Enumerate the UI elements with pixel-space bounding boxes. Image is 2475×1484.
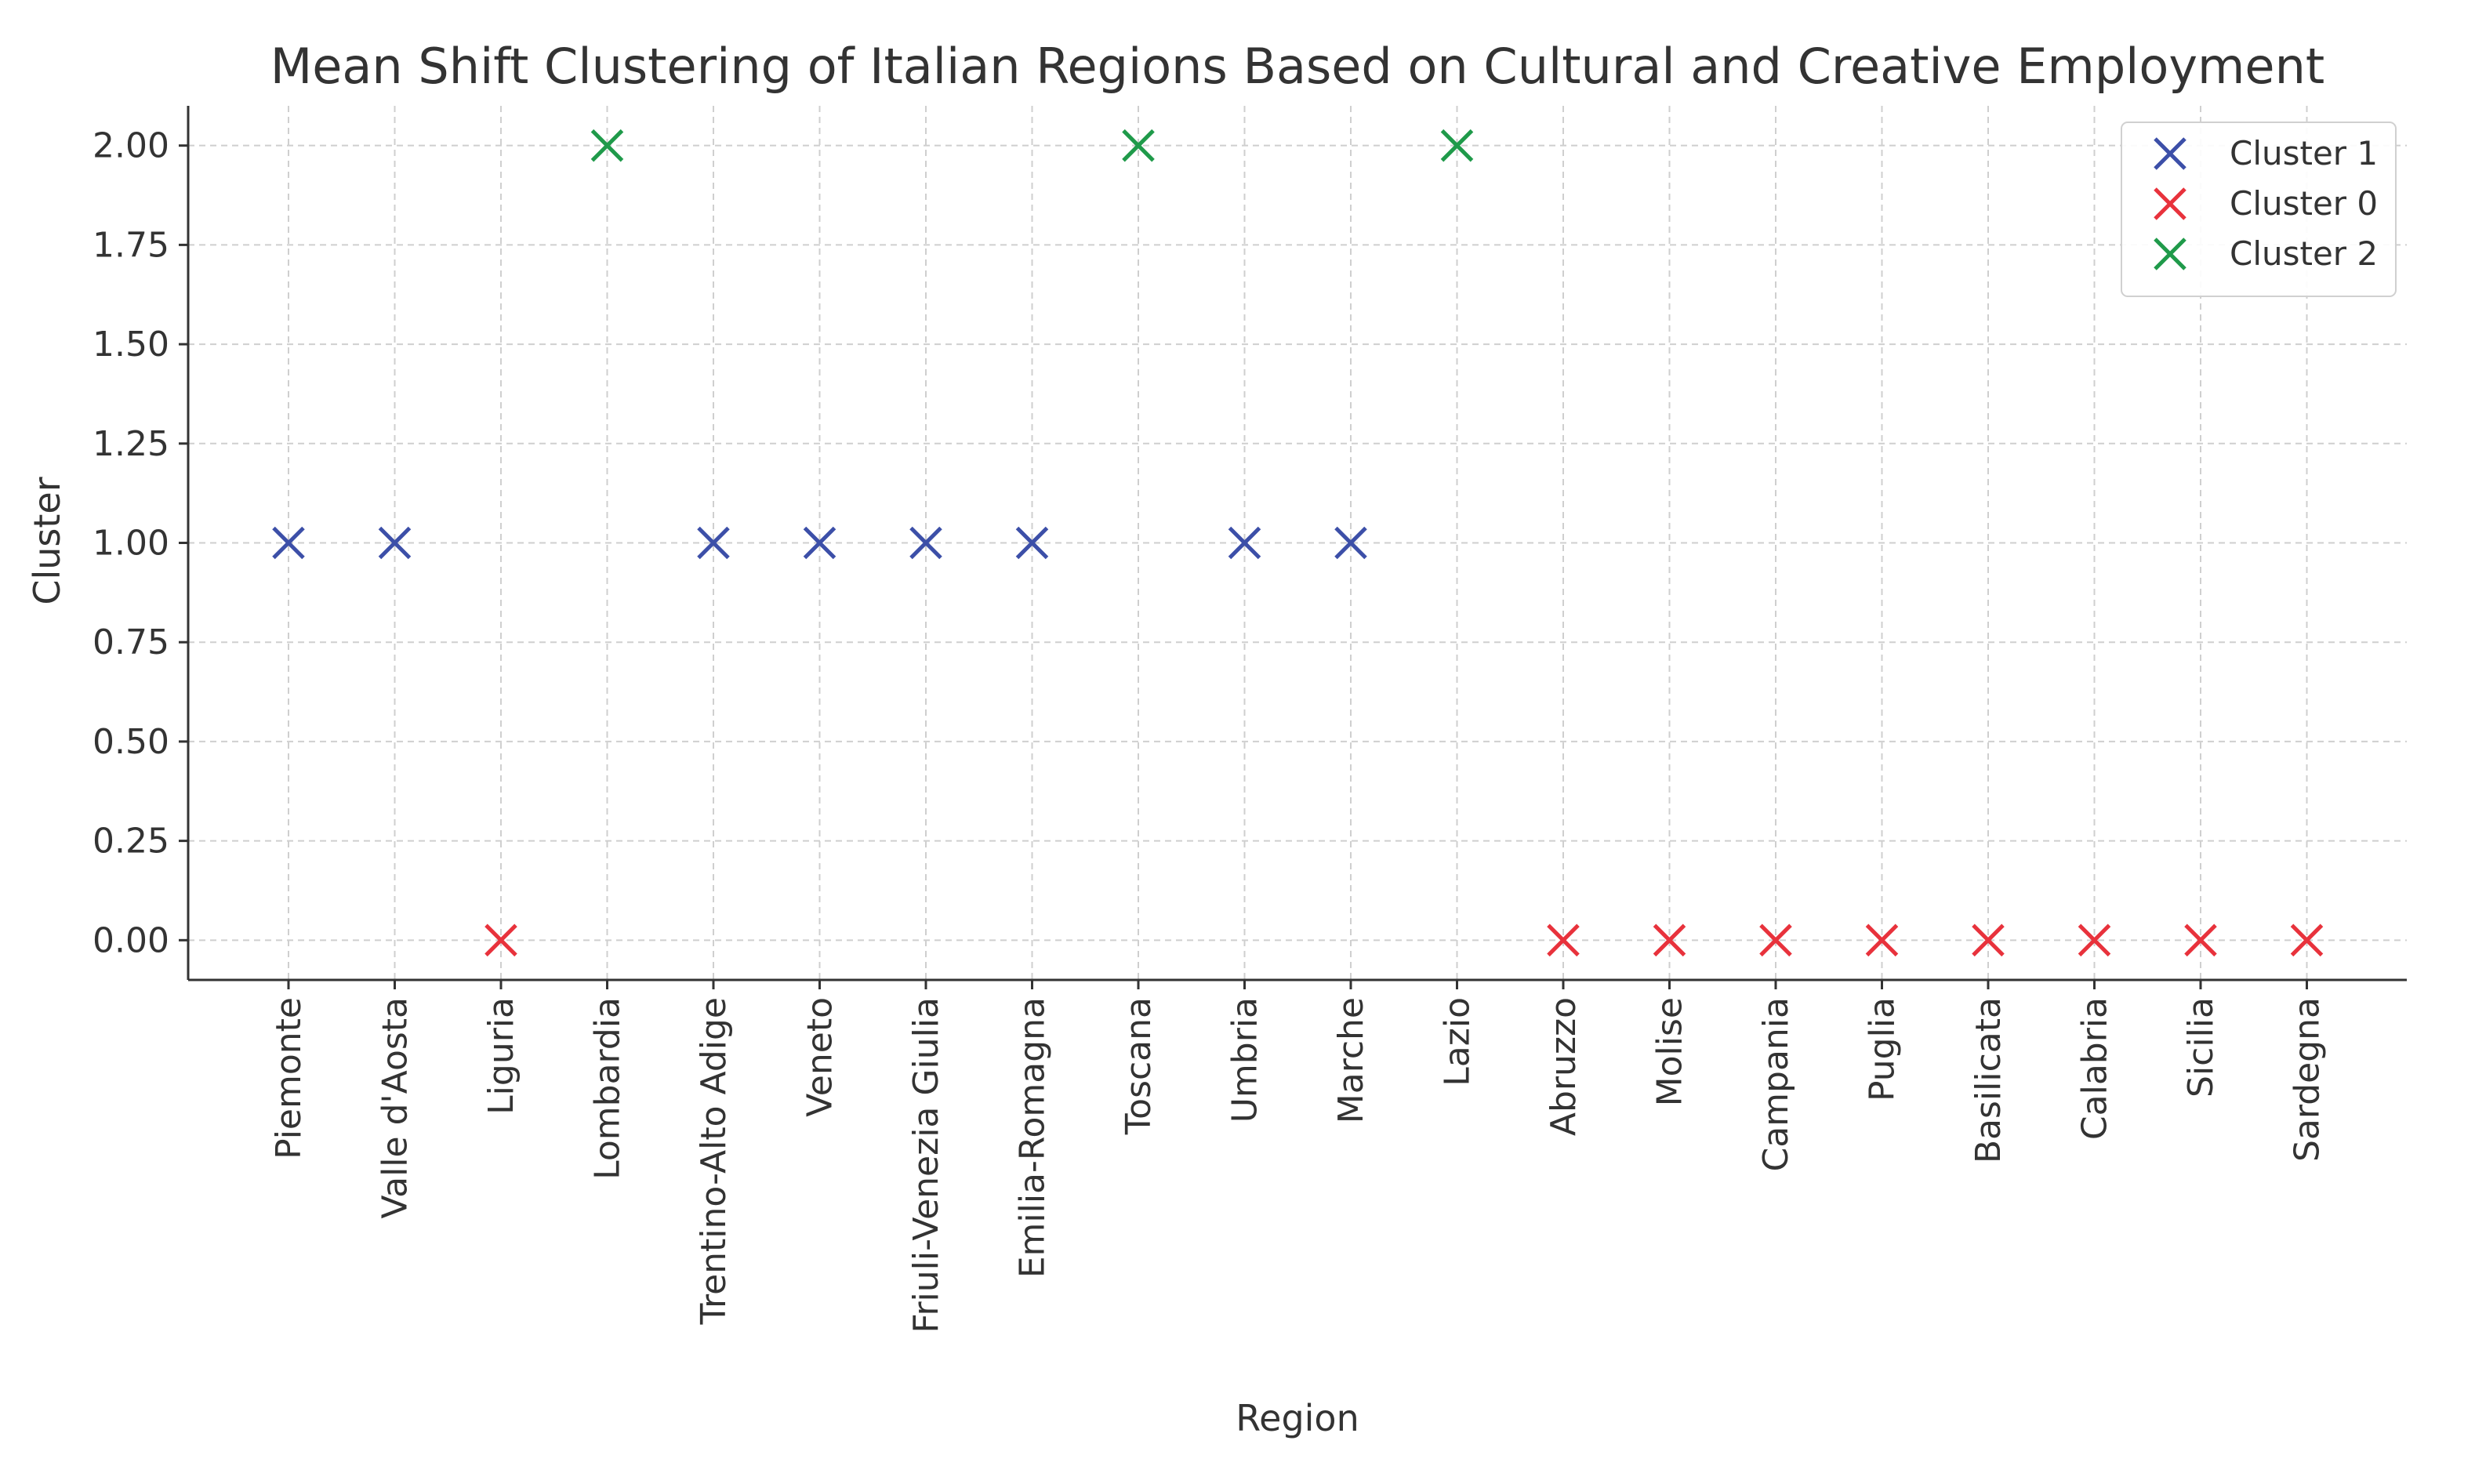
x-tick-label: Campania (1756, 997, 1796, 1172)
data-point (2078, 923, 2111, 957)
data-point (1334, 526, 1367, 560)
data-point (697, 526, 730, 560)
x-tick-label: Sicilia (2181, 997, 2221, 1098)
marker-stroke (803, 526, 836, 560)
data-point (1015, 526, 1049, 560)
x-tick-label: Lombardia (588, 997, 628, 1180)
x-tick-label: Puglia (1863, 997, 1903, 1101)
data-point (484, 923, 517, 957)
data-point (1440, 129, 1474, 162)
data-point (909, 526, 942, 560)
data-point (2184, 923, 2217, 957)
marker-stroke (1759, 923, 1792, 957)
marker-stroke (378, 526, 412, 560)
marker-stroke (1865, 923, 1899, 957)
x-tick-label: Toscana (1119, 997, 1159, 1135)
data-point (1865, 923, 1899, 957)
marker-stroke (590, 129, 624, 162)
marker-stroke (1122, 129, 1155, 162)
y-tick-label: 0.00 (93, 920, 169, 960)
data-point (2290, 923, 2324, 957)
x-tick-label: Veneto (800, 997, 840, 1117)
data-point (803, 526, 836, 560)
chart-title: Mean Shift Clustering of Italian Regions… (270, 38, 2324, 95)
grid (188, 106, 2407, 980)
y-tick-label: 0.75 (93, 622, 169, 662)
marker-stroke (1440, 129, 1474, 162)
x-tick-label: Emilia-Romagna (1013, 997, 1053, 1278)
marker-stroke (909, 526, 942, 560)
x-tick-label: Liguria (481, 997, 521, 1115)
legend-label: Cluster 2 (2230, 234, 2378, 273)
marker-stroke (1334, 526, 1367, 560)
marker-stroke (2154, 137, 2186, 170)
x-tick-label: Piemonte (269, 997, 309, 1159)
data-point (1122, 129, 1155, 162)
data-point (1653, 923, 1686, 957)
y-tick-label: 1.00 (93, 524, 169, 564)
x-tick-label: Friuli-Venezia Giulia (906, 997, 946, 1333)
data-points (272, 129, 2324, 957)
y-axis-ticks: 0.00 0.25 0.50 0.75 1.00 1.25 1.50 1.75 2.00 (93, 126, 188, 960)
data-point (272, 526, 305, 560)
y-tick-label: 1.50 (93, 325, 169, 365)
legend-box (2121, 122, 2397, 297)
y-tick-label: 1.75 (93, 225, 169, 265)
legend-label: Cluster 1 (2230, 134, 2378, 172)
marker-stroke (697, 526, 730, 560)
marker-stroke (2154, 187, 2186, 220)
marker-stroke (1547, 923, 1580, 957)
marker-stroke (2290, 923, 2324, 957)
marker-stroke (484, 923, 517, 957)
y-tick-label: 1.25 (93, 424, 169, 464)
data-point (1547, 923, 1580, 957)
marker-stroke (2184, 923, 2217, 957)
x-tick-label: Calabria (2075, 997, 2115, 1140)
legend-marker (2154, 187, 2186, 220)
x-axis-label: Region (1236, 1397, 1359, 1439)
x-tick-label: Marche (1331, 997, 1371, 1123)
x-tick-label: Trentino-Alto Adige (694, 997, 734, 1325)
marker-stroke (1228, 526, 1261, 560)
x-tick-label: Umbria (1225, 997, 1265, 1123)
y-tick-label: 0.50 (93, 722, 169, 762)
marker-stroke (1972, 923, 2005, 957)
marker-stroke (2154, 238, 2186, 270)
y-tick-label: 0.25 (93, 822, 169, 862)
legend-marker (2154, 137, 2186, 170)
data-point (1759, 923, 1792, 957)
data-point (1228, 526, 1261, 560)
marker-stroke (1653, 923, 1686, 957)
x-tick-label: Abruzzo (1544, 997, 1584, 1136)
x-tick-label: Molise (1650, 997, 1690, 1106)
data-point (590, 129, 624, 162)
marker-stroke (2078, 923, 2111, 957)
x-axis-ticks: Piemonte Valle d'Aosta Liguria Lombardia Tre… (269, 980, 2328, 1333)
x-tick-label: Valle d'Aosta (376, 997, 416, 1219)
marker-stroke (1015, 526, 1049, 560)
data-point (1972, 923, 2005, 957)
x-tick-label: Basilicata (1969, 997, 2009, 1163)
y-tick-label: 2.00 (93, 126, 169, 166)
legend: Cluster 1 Cluster 0 Cluster 2 (2121, 122, 2397, 297)
legend-label: Cluster 0 (2230, 184, 2378, 223)
x-tick-label: Sardegna (2288, 997, 2328, 1162)
data-point (378, 526, 412, 560)
legend-marker (2154, 238, 2186, 270)
x-tick-label: Lazio (1438, 997, 1478, 1087)
marker-stroke (272, 526, 305, 560)
y-axis-label: Cluster (26, 477, 68, 604)
